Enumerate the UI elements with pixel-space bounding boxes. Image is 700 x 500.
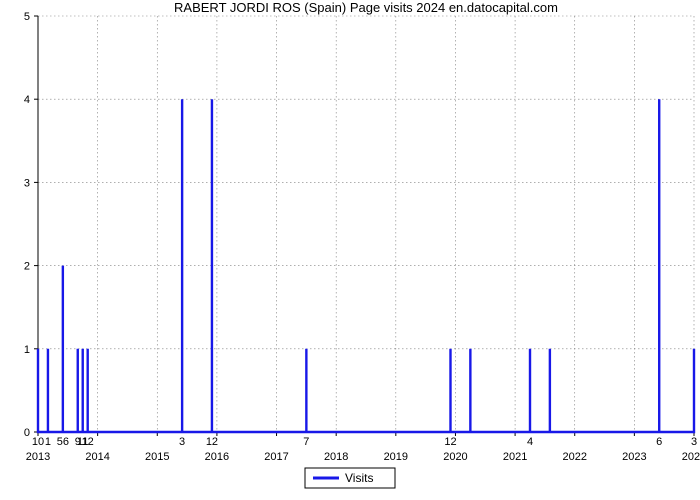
x-point-label: 7 xyxy=(303,436,309,448)
y-tick-label: 2 xyxy=(24,261,30,273)
x-point-label: 3 xyxy=(179,436,185,448)
y-tick-label: 0 xyxy=(24,427,30,439)
y-tick-label: 4 xyxy=(24,94,30,106)
x-year-label: 2018 xyxy=(324,451,348,463)
y-tick-label: 5 xyxy=(24,11,30,23)
x-point-label: 12 xyxy=(444,436,456,448)
x-year-label: 2015 xyxy=(145,451,169,463)
x-point-label: 4 xyxy=(527,436,533,448)
x-year-label: 2022 xyxy=(562,451,586,463)
x-year-label: 2014 xyxy=(85,451,109,463)
chart-title: RABERT JORDI ROS (Spain) Page visits 202… xyxy=(174,0,558,15)
x-point-label: 56 xyxy=(57,436,69,448)
y-tick-label: 1 xyxy=(24,344,30,356)
x-point-label: 10 xyxy=(32,436,44,448)
plot-background xyxy=(0,0,700,500)
legend-label: Visits xyxy=(345,471,373,485)
x-point-label: 12 xyxy=(206,436,218,448)
x-point-label: 3 xyxy=(691,436,697,448)
chart-container: 0123452013201420152016201720182019202020… xyxy=(0,0,700,500)
x-year-label: 2021 xyxy=(503,451,527,463)
x-year-label: 2023 xyxy=(622,451,646,463)
y-tick-label: 3 xyxy=(24,177,30,189)
x-year-label: 2017 xyxy=(264,451,288,463)
x-point-label: 6 xyxy=(656,436,662,448)
x-year-label: 2020 xyxy=(443,451,467,463)
x-year-label: 2016 xyxy=(205,451,229,463)
x-year-label: 2024 xyxy=(682,451,700,463)
x-year-label: 2019 xyxy=(384,451,408,463)
x-point-label: 1 xyxy=(45,436,51,448)
chart-svg: 0123452013201420152016201720182019202020… xyxy=(0,0,700,500)
x-year-label: 2013 xyxy=(26,451,50,463)
x-point-label: 12 xyxy=(82,436,94,448)
